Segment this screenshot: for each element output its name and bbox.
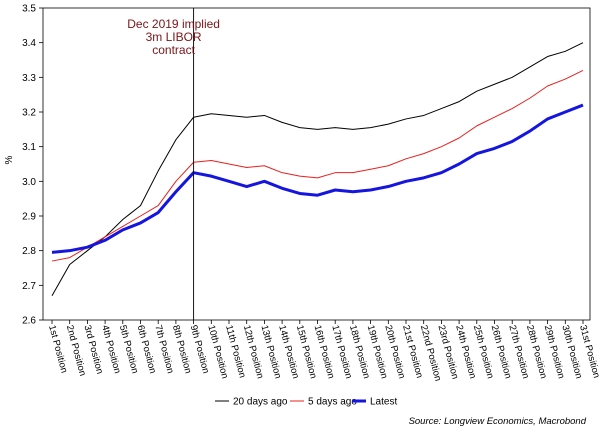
- legend: 20 days ago 5 days ago Latest: [215, 397, 397, 408]
- y-tick-label: 3.2: [22, 108, 36, 119]
- y-tick-label: 3.5: [22, 4, 36, 15]
- y-tick-label: 2.8: [22, 246, 36, 257]
- series-group: [51, 42, 584, 296]
- series-line-20-days-ago: [51, 42, 584, 296]
- y-tick-label: 2.9: [22, 212, 36, 223]
- y-axis: 2.6 2.7 2.8 2.9 3.0 3.1 3.2 3.3 3.4 3.5: [22, 4, 43, 327]
- y-tick-label: 3.4: [22, 38, 36, 49]
- plot-area: [42, 7, 591, 321]
- y-tick-label: 3.0: [22, 177, 36, 188]
- y-tick-label: 2.6: [22, 316, 36, 327]
- y-axis-label: %: [4, 155, 15, 164]
- legend-label: Latest: [370, 397, 397, 408]
- series-line-5-days-ago: [51, 69, 584, 262]
- source-note: Source: Longview Economics, Macrobond: [409, 416, 587, 427]
- annotation-group: Dec 2019 implied 3m LIBOR contract: [127, 8, 220, 320]
- annotation-text: Dec 2019 implied 3m LIBOR contract: [127, 17, 220, 57]
- legend-label: 20 days ago: [233, 397, 288, 408]
- annotation-text-line: contract: [152, 43, 195, 57]
- legend-label: 5 days ago: [308, 397, 357, 408]
- annotation-text-line: 3m LIBOR: [146, 30, 202, 44]
- y-tick-label: 3.3: [22, 73, 36, 84]
- plot-frame: [42, 7, 591, 321]
- series-line-latest: [51, 103, 584, 254]
- annotation-text-line: Dec 2019 implied: [127, 17, 220, 31]
- y-tick-label: 2.7: [22, 281, 36, 292]
- y-tick-label: 3.1: [22, 142, 36, 153]
